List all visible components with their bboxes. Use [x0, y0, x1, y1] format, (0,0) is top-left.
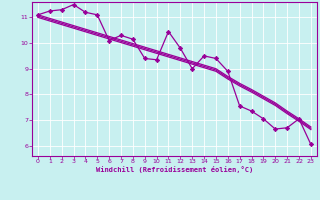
- X-axis label: Windchill (Refroidissement éolien,°C): Windchill (Refroidissement éolien,°C): [96, 166, 253, 173]
